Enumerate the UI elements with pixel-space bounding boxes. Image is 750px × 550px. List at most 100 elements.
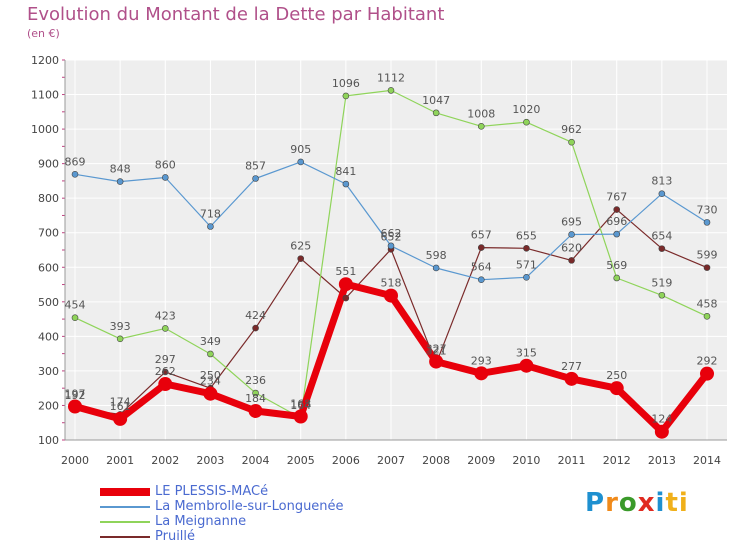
data-point — [207, 350, 214, 358]
brand-letter: o — [618, 488, 638, 518]
data-point — [71, 314, 79, 322]
data-point — [116, 335, 124, 343]
legend-swatch — [100, 521, 150, 523]
data-label: 551 — [335, 265, 356, 278]
data-point — [338, 277, 353, 292]
data-point — [68, 399, 82, 414]
data-point — [387, 87, 395, 94]
data-label: 655 — [516, 229, 537, 242]
data-point — [609, 381, 624, 396]
data-point — [613, 206, 621, 213]
data-label: 569 — [606, 259, 627, 272]
legend-label: LE PLESSIS-MACé — [155, 484, 269, 499]
data-label: 654 — [651, 230, 672, 243]
data-point — [519, 358, 534, 373]
data-label: 174 — [110, 395, 131, 408]
data-label: 262 — [155, 365, 176, 378]
data-label: 813 — [651, 175, 672, 188]
data-point — [658, 245, 666, 252]
data-label: 905 — [290, 143, 311, 156]
y-tick-label: 300 — [38, 365, 59, 378]
y-tick-label: 100 — [38, 434, 59, 447]
data-label: 161 — [110, 400, 131, 413]
x-tick-label: 2006 — [332, 454, 360, 467]
x-tick-label: 2003 — [196, 454, 224, 467]
data-label: 695 — [561, 215, 582, 228]
data-label: 860 — [155, 158, 176, 171]
data-label: 192 — [65, 389, 86, 402]
data-label: 277 — [561, 360, 582, 373]
y-tick-label: 1000 — [31, 123, 59, 136]
data-label: 184 — [245, 392, 266, 405]
data-label: 696 — [606, 215, 627, 228]
data-point — [248, 403, 263, 418]
x-tick-label: 2009 — [467, 454, 495, 467]
data-point — [474, 366, 489, 381]
data-label: 424 — [245, 309, 266, 322]
data-label: 1112 — [377, 71, 405, 84]
data-label: 458 — [697, 297, 718, 310]
brand-letter: P — [585, 488, 606, 518]
data-label: 598 — [426, 249, 447, 262]
x-tick-label: 2007 — [377, 454, 405, 467]
data-point — [113, 411, 128, 426]
data-point — [654, 424, 669, 439]
data-point — [477, 123, 485, 130]
y-tick-label: 500 — [38, 296, 59, 309]
y-tick-label: 800 — [38, 192, 59, 205]
data-label: 297 — [155, 353, 176, 366]
data-point — [207, 223, 214, 230]
x-tick-label: 2012 — [603, 454, 631, 467]
data-label: 841 — [335, 165, 356, 178]
data-label: 454 — [65, 299, 86, 312]
data-label: 962 — [561, 123, 582, 136]
data-point — [613, 274, 621, 282]
y-tick-label: 200 — [38, 399, 59, 412]
x-tick-label: 2000 — [61, 454, 89, 467]
data-point — [703, 219, 711, 226]
y-tick-label: 1100 — [31, 89, 59, 102]
data-point — [297, 158, 305, 166]
legend-swatch — [100, 488, 150, 496]
data-label: 571 — [516, 258, 537, 271]
data-point — [161, 325, 169, 332]
x-tick-label: 2013 — [648, 454, 676, 467]
data-label: 1020 — [512, 103, 540, 116]
x-tick-label: 2011 — [558, 454, 586, 467]
data-point — [252, 324, 259, 332]
data-label: 315 — [516, 347, 537, 360]
data-point — [161, 368, 169, 376]
data-label: 250 — [606, 369, 627, 382]
x-tick-label: 2005 — [287, 454, 315, 467]
data-label: 168 — [290, 398, 311, 411]
data-label: 124 — [651, 413, 672, 426]
brand-letter: i — [655, 488, 666, 518]
data-point — [703, 313, 711, 320]
chart-title: Evolution du Montant de la Dette par Hab… — [27, 4, 445, 25]
data-point — [203, 386, 218, 401]
y-tick-label: 1200 — [31, 54, 59, 67]
data-label: 857 — [245, 159, 266, 172]
data-label: 564 — [471, 261, 492, 274]
data-point — [342, 294, 350, 302]
data-label: 321 — [426, 345, 447, 358]
data-label: 1008 — [467, 107, 495, 120]
data-point — [161, 174, 169, 181]
data-label: 197 — [65, 387, 86, 400]
data-point — [342, 180, 350, 188]
data-point — [387, 242, 395, 250]
data-point — [293, 409, 308, 424]
legend-label: La Membrolle-sur-Longuenée — [155, 499, 344, 514]
data-label: 327 — [426, 343, 447, 356]
data-point — [297, 255, 305, 262]
data-point — [252, 175, 259, 182]
y-tick-label: 600 — [38, 261, 59, 274]
data-point — [658, 190, 666, 197]
data-point — [568, 231, 575, 238]
y-tick-label: 400 — [38, 330, 59, 343]
data-label: 1047 — [422, 94, 450, 107]
y-tick-label: 900 — [38, 158, 59, 171]
data-label: 848 — [110, 163, 131, 176]
data-label: 767 — [606, 191, 627, 204]
